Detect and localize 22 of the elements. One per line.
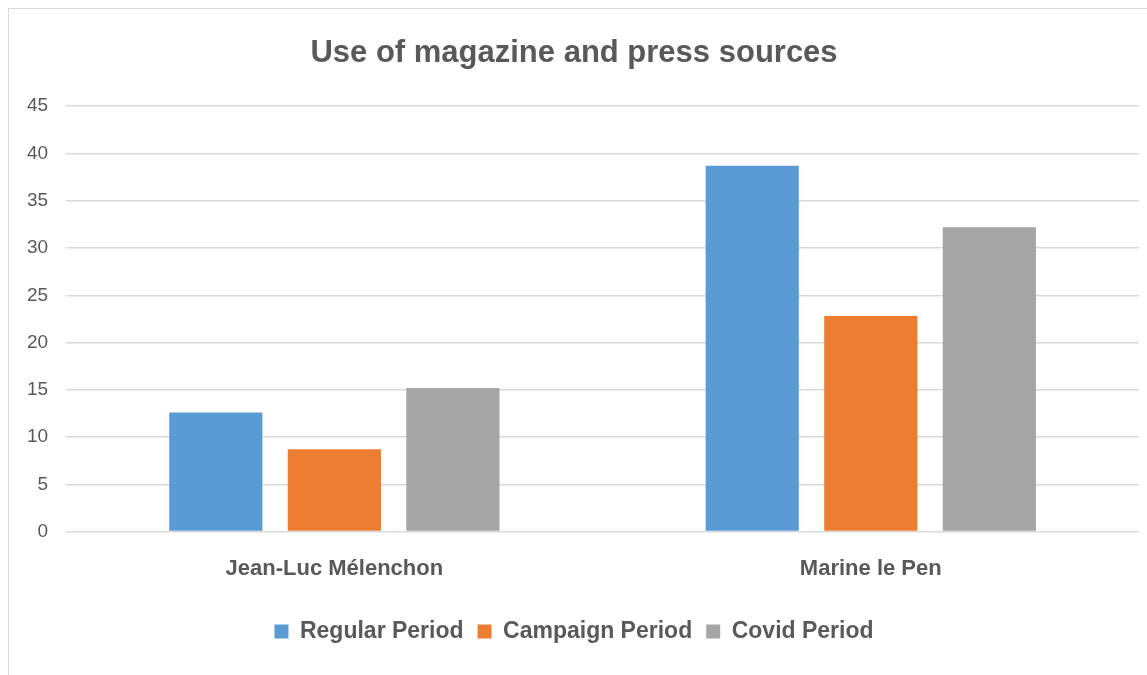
y-tick-label: 35 (26, 188, 49, 210)
bar (824, 316, 918, 531)
legend-label: Covid Period (731, 616, 874, 643)
legend-label: Campaign Period (503, 616, 693, 643)
y-tick-label: 20 (26, 330, 49, 352)
y-tick-label: 15 (26, 378, 49, 400)
bar (406, 387, 500, 531)
y-tick-label: 45 (26, 94, 49, 116)
bar (287, 449, 381, 531)
x-tick-label: Marine le Pen (799, 554, 942, 580)
y-tick-label: 40 (26, 141, 49, 163)
bar (705, 165, 799, 531)
y-tick-label: 0 (37, 519, 49, 541)
y-tick-label: 25 (26, 283, 49, 305)
legend-label: Regular Period (299, 616, 464, 643)
x-tick-label: Jean-Luc Mélenchon (225, 554, 444, 580)
y-tick-label: 10 (26, 425, 49, 447)
chart-title: Use of magazine and press sources (310, 34, 838, 70)
bar (942, 227, 1036, 531)
y-tick-label: 5 (37, 472, 49, 494)
y-tick-label: 30 (26, 236, 49, 258)
bar (169, 412, 263, 531)
